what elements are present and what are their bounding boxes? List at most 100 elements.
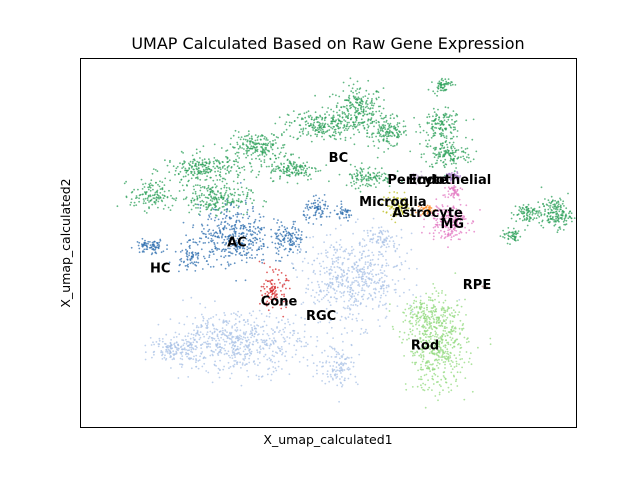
- point: [222, 320, 225, 323]
- point: [282, 328, 285, 331]
- point: [254, 218, 257, 221]
- point: [411, 310, 414, 313]
- point: [224, 255, 227, 257]
- point: [438, 80, 441, 83]
- point: [335, 260, 338, 262]
- point: [450, 132, 453, 135]
- point: [325, 234, 328, 237]
- point: [352, 281, 355, 284]
- point: [251, 207, 254, 210]
- point: [179, 181, 181, 184]
- point: [515, 220, 518, 223]
- point: [371, 297, 374, 300]
- point: [201, 192, 203, 195]
- point: [422, 354, 425, 356]
- point: [249, 256, 251, 259]
- point: [208, 256, 211, 258]
- point: [224, 320, 227, 323]
- point: [374, 233, 377, 236]
- point: [283, 237, 286, 240]
- point: [454, 327, 457, 330]
- point: [396, 247, 398, 250]
- point: [286, 158, 289, 161]
- point: [274, 232, 277, 235]
- point: [271, 148, 274, 151]
- point: [536, 212, 538, 214]
- point: [228, 264, 230, 267]
- point: [320, 213, 323, 216]
- point: [378, 174, 380, 177]
- point: [206, 171, 208, 173]
- point: [372, 254, 375, 256]
- point: [547, 218, 550, 221]
- point: [556, 205, 559, 207]
- point: [330, 285, 332, 287]
- point: [556, 206, 559, 209]
- point: [396, 122, 399, 124]
- point: [221, 202, 224, 205]
- point: [563, 205, 565, 207]
- point: [217, 218, 220, 221]
- point: [249, 341, 251, 344]
- point: [353, 295, 356, 297]
- point: [248, 137, 251, 140]
- point: [226, 331, 228, 333]
- point: [319, 205, 321, 208]
- point: [241, 216, 244, 219]
- point: [187, 335, 189, 337]
- point: [186, 264, 189, 267]
- point: [380, 112, 383, 115]
- point: [377, 306, 380, 308]
- point: [377, 263, 380, 266]
- point: [416, 328, 418, 330]
- point: [331, 120, 334, 122]
- point: [454, 128, 457, 131]
- point: [313, 259, 316, 262]
- point: [310, 295, 313, 297]
- point: [306, 205, 309, 208]
- point: [366, 103, 369, 106]
- point: [276, 247, 279, 250]
- point: [169, 355, 172, 357]
- point: [233, 353, 235, 356]
- point: [385, 246, 388, 249]
- point: [200, 171, 203, 173]
- point: [246, 213, 249, 216]
- point: [429, 299, 432, 302]
- point: [285, 121, 288, 123]
- point: [246, 191, 249, 194]
- point: [289, 241, 292, 244]
- point: [237, 206, 240, 209]
- point: [345, 116, 347, 118]
- point: [237, 151, 240, 154]
- point: [378, 110, 381, 113]
- point: [244, 348, 247, 351]
- point: [366, 129, 368, 132]
- point: [335, 370, 337, 373]
- point: [209, 343, 212, 345]
- point: [441, 147, 443, 149]
- point: [346, 286, 349, 289]
- point: [229, 228, 231, 231]
- point: [172, 353, 175, 355]
- point: [360, 178, 362, 181]
- point: [335, 106, 338, 109]
- point: [269, 359, 272, 362]
- point: [336, 274, 339, 277]
- point: [362, 105, 365, 108]
- point: [317, 170, 320, 173]
- point: [260, 227, 263, 229]
- point: [441, 86, 444, 89]
- point: [202, 170, 205, 173]
- point: [372, 237, 375, 240]
- point: [283, 248, 286, 251]
- point: [347, 252, 350, 255]
- point: [489, 337, 492, 340]
- point: [346, 356, 349, 359]
- point: [144, 239, 146, 242]
- point: [236, 352, 239, 355]
- point: [378, 177, 381, 180]
- point: [316, 364, 318, 367]
- point: [439, 89, 442, 92]
- point: [201, 186, 204, 188]
